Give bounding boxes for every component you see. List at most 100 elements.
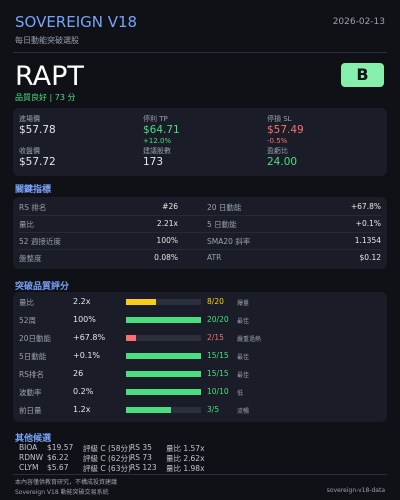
score-label: 量比 <box>19 298 34 307</box>
price-change: -0.5% <box>267 137 288 145</box>
candidate-field: RS 123 <box>130 463 157 472</box>
metric-label: RS 排名 <box>19 203 47 212</box>
price-label: 停利 TP <box>143 115 168 123</box>
score-value: 100% <box>73 315 96 324</box>
price-label: 建議股數 <box>143 147 171 155</box>
score-points: 2 <box>207 333 212 342</box>
section-title: 關鍵指標 <box>15 185 52 195</box>
quality: 品質良好 | 73 分 <box>15 93 76 102</box>
score-note: 嚴重過熱 <box>237 336 262 343</box>
price-card: 進場價 $57.78 停利 TP $64.71 +12.0% 停損 SL $57.49 -0.… <box>13 108 387 176</box>
score-label: 波動率 <box>19 388 42 397</box>
score-value: 0.2% <box>73 387 94 396</box>
score: 2/15 <box>207 333 224 342</box>
candidate-field: 量比 1.98x <box>166 464 205 473</box>
score-max: 5 <box>214 405 220 414</box>
score: 3/5 <box>207 405 220 414</box>
metric-label: 20 日動能 <box>207 203 242 212</box>
grade-badge: B <box>341 63 384 87</box>
score-max: 15 <box>219 351 229 360</box>
price-label: 進場價 <box>19 115 40 123</box>
score-note: 最佳 <box>237 354 250 361</box>
metrics-card: RS 排名 #26 20 日動能 +67.8% 量比 2.21x 5 日動能 +0.1% 52 … <box>13 197 387 269</box>
metric-label: SMA20 斜率 <box>207 237 251 246</box>
row-divider <box>19 232 381 233</box>
score-label: RS排名 <box>19 370 44 379</box>
candidate-field: 量比 1.57x <box>166 444 205 453</box>
metric-value: $0.12 <box>359 253 381 262</box>
score-bar <box>126 389 201 395</box>
score: 8/20 <box>207 297 224 306</box>
score-max: 10 <box>219 387 229 396</box>
metric-value: 0.08% <box>154 253 178 262</box>
date: 2026-02-13 <box>332 17 385 27</box>
candidate-field: $5.67 <box>47 463 69 472</box>
score-note: 低 <box>237 390 244 397</box>
row-divider <box>19 249 381 250</box>
price-value: 173 <box>143 156 164 168</box>
metric-value: 2.21x <box>156 219 178 228</box>
score-value: 26 <box>73 369 84 378</box>
metric-label: ATR <box>207 253 222 262</box>
disclaimer: 本內容僅供教育研究，不構成投資建議 <box>15 479 118 486</box>
score-label: 52周 <box>19 316 37 325</box>
price-change: +12.0% <box>143 137 172 145</box>
score-bar <box>126 407 171 413</box>
score-bar <box>126 299 156 305</box>
score: 15/15 <box>207 369 229 378</box>
system: Sovereign V18 動能突破交易系統 <box>15 489 109 496</box>
candidate-field: 評級 C (62分) <box>83 454 131 463</box>
score: 20/20 <box>207 315 229 324</box>
price-value: $64.71 <box>143 124 180 136</box>
candidate-field: BIOA <box>19 443 38 452</box>
section-title: 其他候選 <box>15 434 52 444</box>
price-label: 停損 SL <box>267 115 292 123</box>
candidate-field: $6.22 <box>47 453 69 462</box>
metric-label: 52 週接近度 <box>19 237 61 246</box>
candidate-field: 量比 2.62x <box>166 454 205 463</box>
row-divider <box>19 215 381 216</box>
candidate-field: RDNW <box>19 453 44 462</box>
score-label: 5日動能 <box>19 352 47 361</box>
price-label: 收盤價 <box>19 147 40 155</box>
metric-value: 1.1354 <box>354 236 381 245</box>
price-value: 24.00 <box>267 156 298 168</box>
candidate-field: 評級 C (58分) <box>83 444 131 453</box>
title: SOVEREIGN V18 <box>15 13 138 31</box>
score-points: 20 <box>207 315 217 324</box>
score-value: 2.2x <box>73 297 91 306</box>
candidate-field: RS 35 <box>130 443 152 452</box>
price-value: $57.78 <box>19 124 56 136</box>
score-points: 10 <box>207 387 217 396</box>
score-track <box>126 299 201 305</box>
metric-value: #26 <box>162 202 178 211</box>
metric-value: +67.8% <box>350 202 381 211</box>
score-max: 20 <box>219 315 229 324</box>
score-note: 最佳 <box>237 318 250 325</box>
score-value: +67.8% <box>73 333 106 342</box>
score-points: 15 <box>207 351 217 360</box>
candidate-field: CLYM <box>19 463 39 472</box>
score-value: 1.2x <box>73 405 91 414</box>
candidate-field: 評級 C (63分) <box>83 464 131 473</box>
score-bar <box>126 335 136 341</box>
score-points: 15 <box>207 369 217 378</box>
subtitle: 每日動能突破選股 <box>15 36 79 45</box>
score: 15/15 <box>207 351 229 360</box>
score-note: 最佳 <box>237 372 250 379</box>
score-note: 流暢 <box>237 408 250 415</box>
candidate-field: $19.57 <box>47 443 74 452</box>
score-bar <box>126 317 201 323</box>
score-bar <box>126 353 201 359</box>
score-track <box>126 335 201 341</box>
metric-label: 盤整度 <box>19 254 42 263</box>
metric-value: +0.1% <box>355 219 381 228</box>
score-points: 8 <box>207 297 212 306</box>
candidate-field: RS 73 <box>130 453 152 462</box>
score-points: 3 <box>207 405 212 414</box>
ticker: RAPT <box>15 61 84 92</box>
score-label: 20日動能 <box>19 334 52 343</box>
score: 10/10 <box>207 387 229 396</box>
score-max: 20 <box>214 297 224 306</box>
